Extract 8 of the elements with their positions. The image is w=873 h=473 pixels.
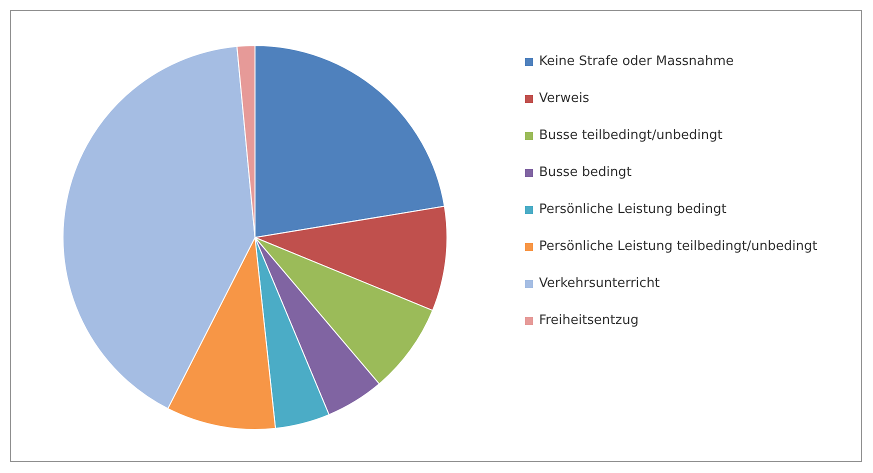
legend-label: Verweis: [539, 90, 590, 108]
legend-label: Persönliche Leistung teilbedingt/unbedingt: [539, 238, 818, 256]
legend-label: Keine Strafe oder Massnahme: [539, 53, 734, 71]
legend-label: Persönliche Leistung bedingt: [539, 201, 726, 219]
legend-label: Verkehrsunterricht: [539, 275, 660, 293]
legend-label: Freiheitsentzug: [539, 312, 639, 330]
legend-label: Busse bedingt: [539, 164, 632, 182]
legend-label: Busse teilbedingt/unbedingt: [539, 127, 722, 145]
